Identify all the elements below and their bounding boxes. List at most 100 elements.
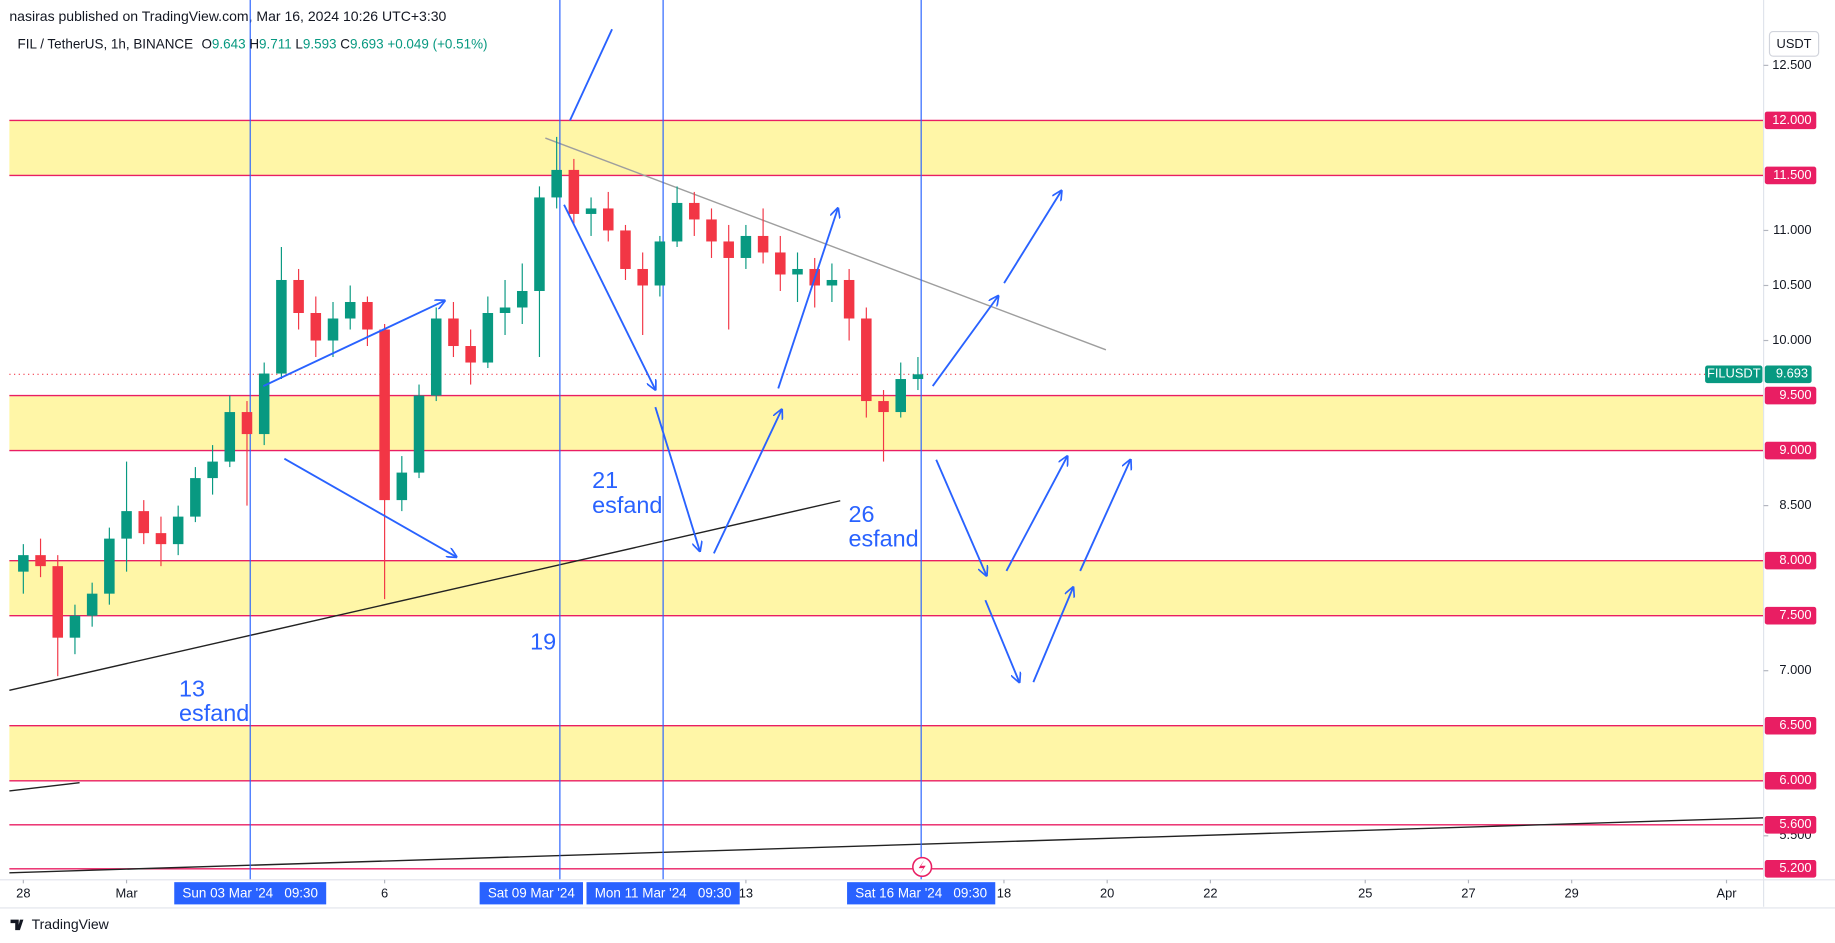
candle-body	[912, 374, 924, 380]
currency[interactable]: USDT	[1777, 36, 1812, 51]
legend-label: L	[295, 36, 303, 51]
candle-body	[826, 279, 838, 286]
annotation: 13	[179, 675, 205, 701]
arrow	[569, 28, 613, 121]
axes: 12.50011.00010.50010.0008.5007.0005.5001…	[16, 57, 1817, 905]
arrow	[777, 208, 838, 389]
marker-label: Sat 09 Mar '24	[488, 885, 576, 900]
arrow	[1003, 191, 1061, 284]
candle-body	[293, 279, 304, 314]
candle-body	[69, 615, 81, 638]
candle-body	[224, 412, 236, 462]
marker-label: Mon 11 Mar '24 09:30	[595, 885, 732, 900]
candle-body	[430, 318, 442, 396]
arrow	[262, 301, 444, 387]
candle-body	[585, 208, 597, 214]
level-label-box	[1764, 860, 1817, 878]
candles	[18, 136, 924, 677]
trend-line	[9, 817, 1764, 874]
marker-label-box	[847, 882, 996, 905]
last-price-name-box	[1705, 365, 1763, 384]
x-tick-label: 18	[997, 885, 1011, 900]
arrow	[935, 459, 986, 576]
level-label: 5.600	[1779, 816, 1811, 831]
zone	[9, 120, 1764, 176]
candle-body	[121, 511, 132, 539]
candle-body	[155, 533, 167, 545]
annotation: 26	[848, 501, 874, 527]
legend: FIL / TetherUS, 1h, BINANCE O9.643 H9.71…	[18, 36, 488, 51]
level-label-box	[1764, 771, 1817, 790]
candle-body	[861, 318, 872, 402]
candle-body	[448, 318, 459, 347]
candle-body	[689, 202, 700, 220]
candle-body	[35, 555, 46, 567]
annotation: esfand	[848, 526, 918, 552]
symbol: FIL / TetherUS, 1h, BINANCE	[18, 36, 194, 51]
candle-body	[620, 230, 631, 269]
y-tick-label: 10.000	[1772, 332, 1811, 347]
level-label: 8.000	[1779, 552, 1811, 567]
legend-label: H	[249, 36, 259, 51]
marker-lines	[249, 0, 922, 880]
x-tick-label: Mar	[115, 885, 138, 900]
candle-body	[516, 290, 528, 308]
event-icon	[918, 859, 926, 874]
legend-value: 9.711	[259, 36, 292, 51]
candle-body	[534, 197, 545, 291]
y-tick-label: 7.000	[1779, 662, 1811, 677]
y-tick-label: 10.500	[1772, 277, 1811, 292]
candle-body	[465, 346, 476, 363]
candle-body	[706, 219, 717, 242]
annotation: 21	[592, 467, 618, 493]
level-label: 6.500	[1779, 717, 1811, 732]
candle-body	[413, 395, 425, 473]
candle-body	[138, 511, 150, 534]
annotation: esfand	[592, 492, 662, 518]
arrow	[283, 457, 456, 557]
zone	[9, 560, 1764, 616]
zones	[9, 120, 1764, 781]
arrow	[1079, 460, 1130, 572]
marker-label-box	[479, 882, 584, 905]
candle-body	[104, 538, 115, 594]
marker-label-box	[586, 882, 740, 905]
candle-body	[482, 313, 494, 363]
level-label: 11.500	[1773, 167, 1811, 182]
levels	[9, 119, 1764, 870]
legend-value: 9.593	[303, 36, 337, 51]
candle-body	[671, 202, 683, 242]
legend-label: C	[340, 36, 350, 51]
header: nasiras published on TradingView.com, Ma…	[9, 8, 446, 24]
candle-body	[603, 208, 614, 231]
candle-body	[740, 235, 752, 258]
arrow	[1005, 456, 1067, 572]
currency-box[interactable]	[1768, 31, 1820, 57]
last-price-name: FILUSDT	[1707, 366, 1761, 381]
candle-body	[895, 379, 907, 413]
level-label-box	[1764, 166, 1817, 185]
x-tick-label: 25	[1358, 885, 1372, 900]
level-label: 12.000	[1772, 112, 1811, 127]
level-label: 6.000	[1779, 772, 1811, 787]
candle-body	[310, 313, 322, 341]
arrow	[931, 296, 999, 387]
candle-body	[190, 478, 201, 517]
level-label-box	[1764, 441, 1817, 460]
arrow	[713, 409, 782, 554]
candle-body	[568, 169, 580, 214]
marker-label: Sun 03 Mar '24 09:30	[182, 885, 318, 900]
footer: TradingView	[32, 916, 110, 932]
candle-body	[344, 301, 356, 319]
y-tick-label: 11.000	[1773, 222, 1811, 237]
candle-body	[241, 412, 253, 435]
candle-body	[878, 401, 889, 413]
x-tick-label: Apr	[1717, 885, 1738, 900]
candle-body	[757, 235, 769, 253]
candle-body	[362, 301, 373, 330]
x-tick-label: 28	[16, 885, 30, 900]
y-tick-label: 12.500	[1772, 57, 1811, 72]
candle-body	[654, 241, 666, 286]
annotation: esfand	[179, 700, 249, 726]
